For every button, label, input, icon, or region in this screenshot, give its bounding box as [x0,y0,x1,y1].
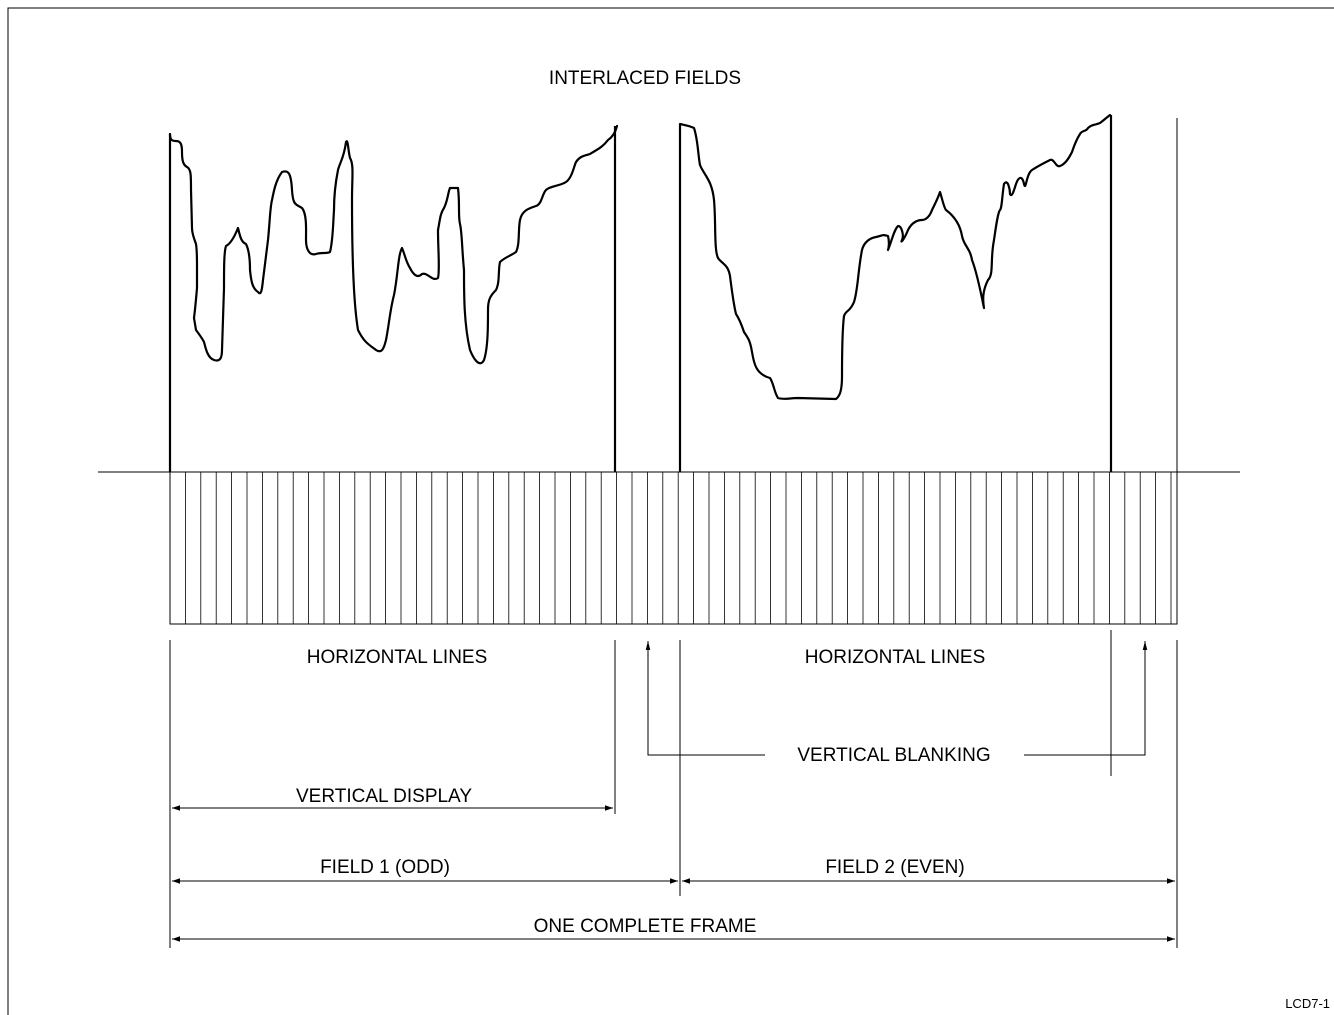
vertical-blanking-label: VERTICAL BLANKING [797,745,990,766]
field2-waveform [678,113,1112,401]
vertical-blanking-leader-left [645,641,765,756]
field1-waveform [168,124,619,365]
figure-border [7,7,1334,1015]
field-1-label: FIELD 1 (ODD) [320,857,450,878]
field-2-label: FIELD 2 (EVEN) [825,857,964,878]
vertical-blanking-leader-right [1024,641,1148,756]
scan-lines-strip [169,471,1178,625]
horizontal-lines-label-2: HORIZONTAL LINES [805,647,986,668]
diagram-title: INTERLACED FIELDS [549,68,741,89]
scan-line-ticks [184,472,1172,624]
figure-id: LCD7-1 [1285,996,1330,1011]
vertical-display-label: VERTICAL DISPLAY [296,786,472,807]
complete-frame-label: ONE COMPLETE FRAME [534,916,757,937]
horizontal-lines-label-1: HORIZONTAL LINES [307,647,488,668]
scan-lines-box [169,471,1178,625]
